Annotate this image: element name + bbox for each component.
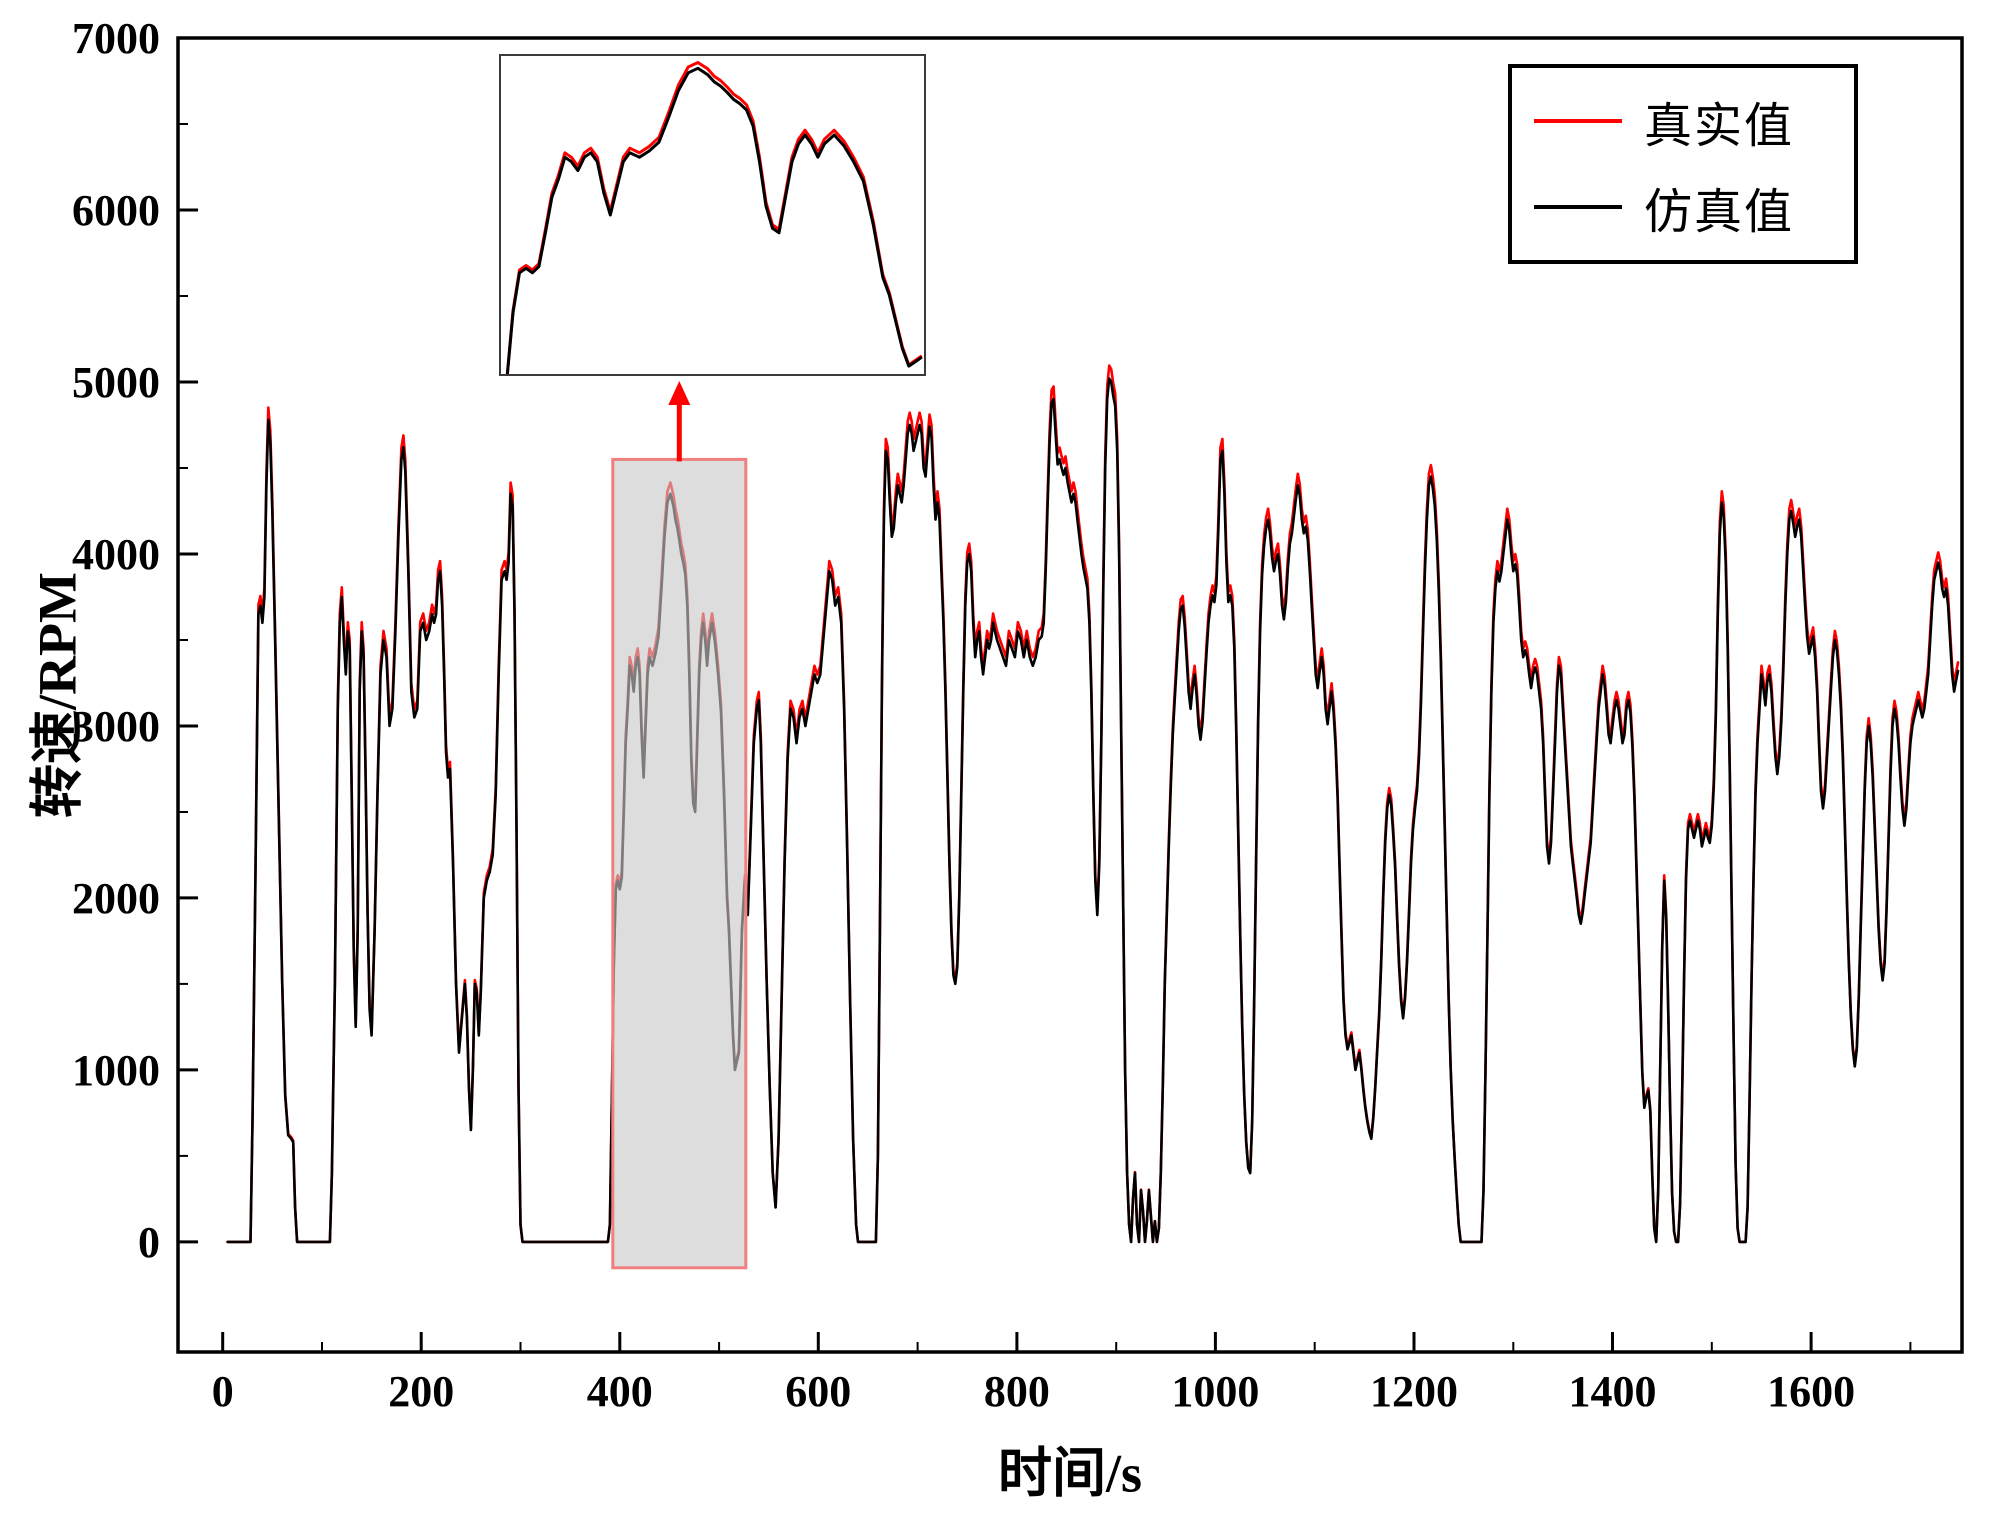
x-tick-label: 1200 [1370,1367,1458,1416]
inset-border [499,54,926,376]
y-axis-label: 转速/RPM [27,572,88,818]
x-tick-label: 1000 [1171,1367,1259,1416]
y-tick-label: 3000 [72,702,160,751]
y-tick-label: 6000 [72,186,160,235]
x-tick-label: 1600 [1767,1367,1855,1416]
legend-label-true: 真实值 [1644,100,1795,153]
y-tick-label: 7000 [72,14,160,63]
x-tick-label: 800 [984,1367,1050,1416]
y-tick-label: 5000 [72,358,160,407]
legend: 真实值 仿真值 [1508,64,1858,264]
x-axis-label: 时间/s [997,1443,1143,1504]
inset-series-line-sim [505,66,923,375]
y-tick-label: 4000 [72,530,160,579]
zoom-arrow-head-icon [668,381,691,405]
inset-panel [500,55,925,375]
legend-line-sample-sim-icon [1534,205,1622,209]
y-tick-label: 0 [138,1218,160,1267]
x-tick-label: 0 [212,1367,234,1416]
y-tick-label: 2000 [72,874,160,923]
y-tick-label: 1000 [72,1046,160,1095]
legend-line-sample-true-icon [1534,119,1622,123]
x-tick-label: 1400 [1569,1367,1657,1416]
series-line-sim [226,377,1960,1244]
x-tick-label: 400 [587,1367,653,1416]
x-tick-label: 200 [388,1367,454,1416]
legend-label-sim: 仿真值 [1644,186,1795,239]
legend-item-true: 真实值 [1512,80,1854,162]
legend-item-sim: 仿真值 [1512,166,1854,248]
plot-frame [176,36,1964,1354]
x-tick-label: 600 [785,1367,851,1416]
highlight-region [611,457,748,1270]
